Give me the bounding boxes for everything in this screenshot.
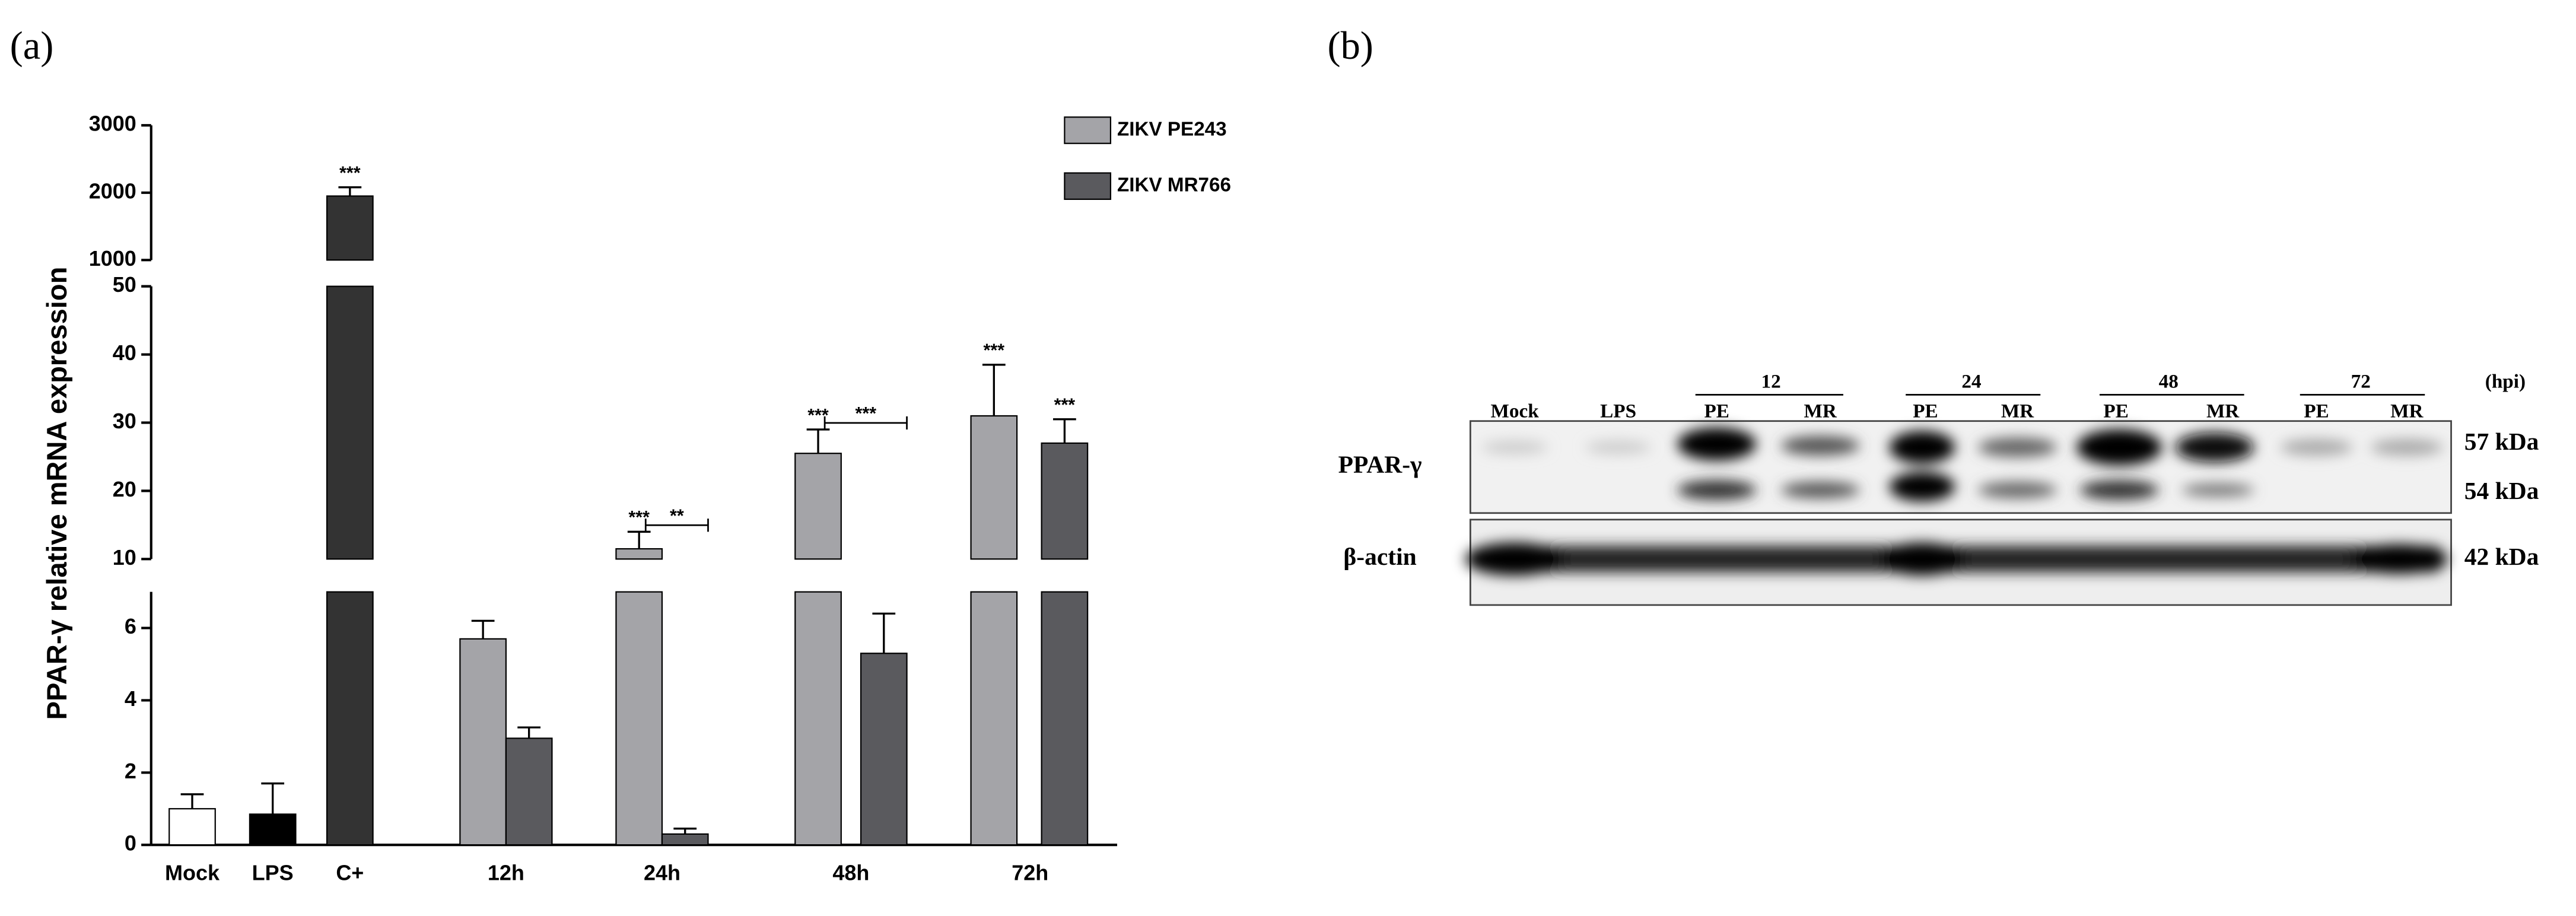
bar [326,195,374,261]
y-tick-label: 0 [125,831,136,855]
group-label: 48 [2159,371,2179,393]
bar [615,548,663,560]
bar [970,591,1018,846]
significance: *** [1054,395,1076,415]
x-tick-label: 12h [488,860,524,885]
y-tick-label: 4 [125,686,136,711]
y-tick-label: 6 [125,614,136,638]
lane-label: MR [1804,400,1837,422]
lane-label: LPS [1600,400,1636,422]
size-label: 42 kDa [2464,543,2539,570]
x-tick-label: 24h [644,860,680,885]
bar [249,813,297,846]
lane-label: PE [2304,400,2329,422]
row-label: PPAR-γ [1338,451,1422,478]
lane-label: MR [2001,400,2034,422]
y-tick-label: 50 [113,272,136,297]
x-tick-label: 72h [1012,860,1048,885]
lane-label: PE [1913,400,1938,422]
bar [459,638,507,846]
bar [615,591,663,846]
panel-label: (b) [1327,24,1373,68]
bar [860,653,908,846]
y-tick-label: 2000 [89,179,136,203]
group-label: 12 [1761,371,1781,393]
significance: *** [339,163,361,183]
y-tick-label: 30 [113,409,136,433]
bar [794,591,842,846]
lane-label: Mock [1491,400,1540,422]
legend-swatch [1064,172,1112,200]
lane-label: PE [2103,400,2128,422]
blot-panel [1469,420,2452,514]
size-label: 57 kDa [2464,428,2539,455]
bar [794,453,842,560]
legend-label: ZIKV MR766 [1117,174,1231,196]
legend-label: ZIKV PE243 [1117,118,1227,140]
bar [1041,442,1089,560]
group-label: 72 [2351,371,2371,393]
bar [326,591,374,846]
y-tick-label: 3000 [89,112,136,136]
y-tick-label: 2 [125,759,136,783]
bar [970,415,1018,560]
bar [661,833,709,846]
x-tick-label: 48h [832,860,869,885]
bar [505,737,553,846]
lane-label: MR [2206,400,2240,422]
size-label: 54 kDa [2464,477,2539,504]
y-axis-label: PPAR-γ relative mRNA expression [41,267,72,720]
group-label: 24 [1961,371,1981,393]
x-tick-label: Mock [165,860,220,885]
bands [1465,427,2448,575]
y-tick-label: 20 [113,477,136,501]
y-tick-label: 10 [113,545,136,570]
row-label: β-actin [1343,543,1416,570]
bar [326,285,374,560]
blot [1465,394,2452,606]
y-tick-label: 1000 [89,246,136,271]
x-tick-label: C+ [336,860,364,885]
y-tick-label: 40 [113,341,136,365]
bar [168,808,216,846]
significance: *** [984,341,1005,361]
lane-label: PE [1704,400,1729,422]
panel-label: (a) [10,24,54,68]
x-tick-label: LPS [252,860,294,885]
unit-label: (hpi) [2485,371,2526,393]
comparison-label: *** [856,403,877,424]
comparison-label: ** [670,505,684,526]
legend-swatch [1064,116,1112,144]
lane-label: MR [2390,400,2424,422]
bar [1041,591,1089,846]
